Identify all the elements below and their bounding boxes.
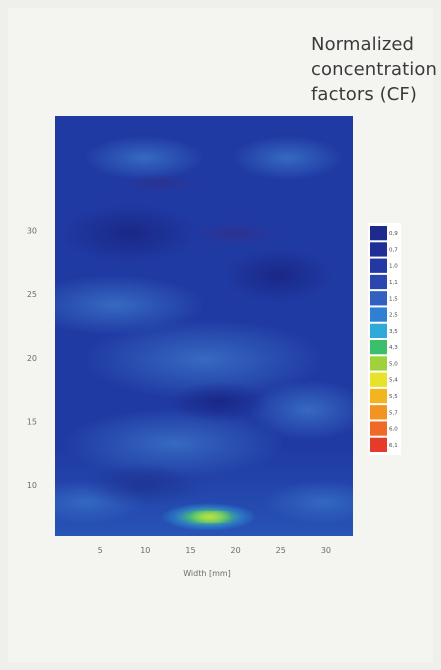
heatmap-field <box>55 116 353 536</box>
heatmap-plot-area <box>55 116 353 536</box>
colorbar-swatch <box>370 421 387 436</box>
heatmap-region <box>168 381 269 422</box>
x-tick-label: 5 <box>98 546 103 555</box>
colorbar-label: 0,7 <box>389 247 398 253</box>
heatmap-region <box>84 136 205 180</box>
y-tick-label: 20 <box>27 354 37 363</box>
y-tick-label: 30 <box>27 227 37 236</box>
colorbar-swatch <box>370 226 387 241</box>
heatmap-hotspot-core <box>198 512 225 521</box>
colorbar-label: 4,3 <box>389 345 398 351</box>
heatmap-region <box>232 136 343 180</box>
heatmap-region <box>223 247 334 304</box>
x-axis-label: Width [mm] <box>183 569 231 578</box>
x-tick-label: 10 <box>140 546 150 555</box>
colorbar-label: 1,0 <box>389 264 398 270</box>
colorbar-swatch <box>370 372 387 387</box>
colorbar-frame <box>368 223 401 455</box>
colorbar-swatch <box>370 307 387 322</box>
colorbar-label: 5,4 <box>389 378 398 384</box>
colorbar-swatch <box>370 258 387 273</box>
colorbar-swatch <box>370 242 387 257</box>
chart-title: Normalized concentration factors (CF) <box>311 34 437 105</box>
colorbar-swatch <box>370 388 387 404</box>
colorbar-swatch <box>370 405 387 420</box>
colorbar-swatch <box>370 356 387 371</box>
heatmap-region <box>119 173 200 194</box>
x-tick-label: 25 <box>276 546 286 555</box>
colorbar-label: 0,9 <box>389 231 398 237</box>
colorbar-swatch <box>370 437 387 452</box>
colorbar-swatch <box>370 340 387 355</box>
heatmap-region <box>59 203 200 264</box>
heatmap-region <box>55 275 205 335</box>
colorbar-swatch <box>370 274 387 290</box>
colorbar-label: 3,5 <box>389 329 398 335</box>
colorbar-swatch <box>370 323 387 338</box>
colorbar-label: 2,5 <box>389 313 398 319</box>
y-tick-label: 10 <box>27 481 37 490</box>
y-tick-label: 15 <box>27 417 37 426</box>
colorbar-label: 6,1 <box>389 443 398 449</box>
y-axis: 10 15 20 25 30 <box>27 227 37 491</box>
colorbar-swatch <box>370 291 387 306</box>
colorbar-legend: 0,9 0,7 1,0 1,1 1,5 2,5 3,5 4,3 5,0 5,4 5,5 5,7 6,0 6… <box>368 223 401 455</box>
heatmap-region <box>188 221 279 246</box>
x-axis: 5 10 15 20 25 30 <box>98 546 331 555</box>
colorbar-label: 1,5 <box>389 296 398 302</box>
x-tick-label: 30 <box>321 546 331 555</box>
colorbar-label: 5,0 <box>389 361 398 367</box>
x-tick-label: 20 <box>231 546 241 555</box>
colorbar-label: 6,0 <box>389 427 398 433</box>
y-tick-label: 25 <box>27 290 37 299</box>
x-tick-label: 15 <box>185 546 195 555</box>
colorbar-label: 5,5 <box>389 394 398 400</box>
colorbar-label: 5,7 <box>389 410 398 416</box>
colorbar-label: 1,1 <box>389 280 398 286</box>
heatmap-region <box>84 319 324 400</box>
heatmap-region <box>248 380 353 440</box>
